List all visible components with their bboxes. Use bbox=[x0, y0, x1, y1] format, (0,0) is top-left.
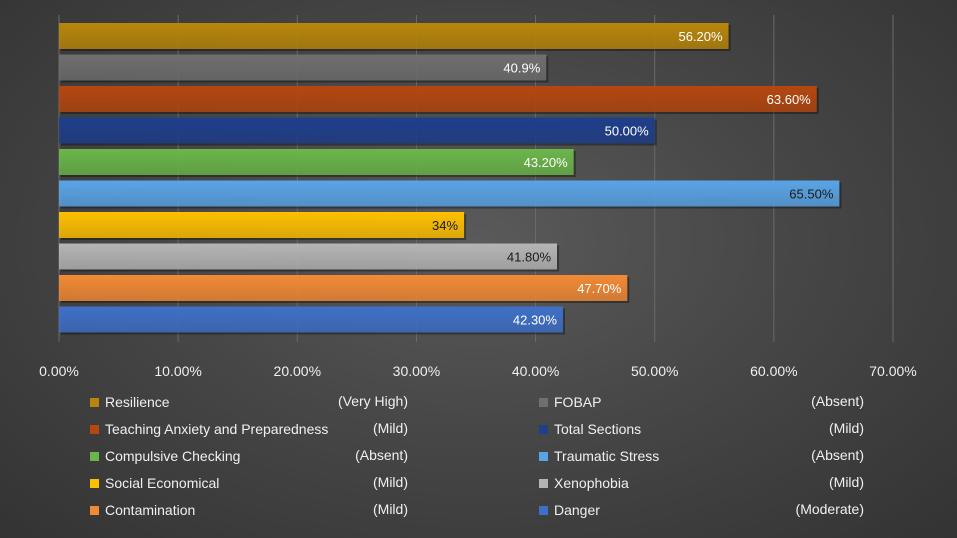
legend-level: (Mild) bbox=[829, 420, 864, 436]
x-tick-label: 30.00% bbox=[393, 363, 440, 379]
legend-item: Danger bbox=[539, 500, 600, 520]
bar-resilience bbox=[59, 23, 729, 49]
legend-item: Resilience bbox=[90, 392, 170, 412]
legend-item: Compulsive Checking bbox=[90, 446, 240, 466]
legend-swatch bbox=[539, 451, 548, 461]
legend-level: (Mild) bbox=[373, 474, 408, 490]
bar-fobap bbox=[59, 54, 547, 81]
legend-item: Xenophobia bbox=[539, 473, 629, 493]
data-label: 43.20% bbox=[524, 155, 569, 170]
bar-xenophobia bbox=[59, 243, 558, 270]
data-label: 47.70% bbox=[577, 281, 622, 296]
legend-level: (Absent) bbox=[811, 393, 864, 409]
legend-label: Total Sections bbox=[554, 421, 642, 437]
legend-item: FOBAP bbox=[539, 392, 601, 412]
bar-social-economical bbox=[59, 212, 465, 238]
data-label: 41.80% bbox=[507, 250, 552, 265]
x-tick-label: 50.00% bbox=[631, 363, 678, 379]
legend-item: Contamination bbox=[90, 500, 195, 520]
bar-danger bbox=[59, 306, 563, 333]
data-label: 63.60% bbox=[767, 92, 812, 107]
legend-swatch bbox=[539, 478, 548, 488]
legend-label: Danger bbox=[554, 502, 600, 518]
legend-item: Total Sections bbox=[539, 419, 641, 439]
legend-level: (Mild) bbox=[829, 474, 864, 490]
legend-swatch bbox=[90, 451, 99, 461]
data-label: 65.50% bbox=[789, 187, 834, 202]
legend-label: FOBAP bbox=[554, 394, 602, 410]
bar-total-sections bbox=[59, 117, 655, 144]
x-tick-label: 20.00% bbox=[274, 363, 321, 379]
legend-level: (Absent) bbox=[811, 447, 864, 463]
legend-item: Social Economical bbox=[90, 473, 219, 493]
legend-item: Traumatic Stress bbox=[539, 446, 659, 466]
data-label: 56.20% bbox=[678, 29, 723, 44]
legend-label: Traumatic Stress bbox=[554, 448, 660, 464]
legend-level: (Very High) bbox=[337, 393, 408, 409]
legend-label: Xenophobia bbox=[554, 475, 629, 491]
legend-swatch bbox=[90, 478, 99, 488]
legend-swatch bbox=[539, 397, 548, 407]
bar-contamination bbox=[59, 275, 628, 301]
x-tick-label: 70.00% bbox=[869, 363, 916, 379]
x-tick-label: 0.00% bbox=[39, 363, 79, 379]
legend-level: (Absent) bbox=[355, 447, 408, 463]
legend-level: (Mild) bbox=[373, 420, 408, 436]
data-label: 40.9% bbox=[503, 61, 540, 76]
legend-swatch bbox=[539, 505, 548, 515]
x-tick-label: 40.00% bbox=[512, 363, 559, 379]
data-label: 50.00% bbox=[605, 124, 650, 139]
data-label: 42.30% bbox=[513, 313, 558, 328]
bar-compulsive-checking bbox=[59, 149, 574, 175]
legend-item: Teaching Anxiety and Preparedness bbox=[90, 419, 328, 439]
legend-label: Compulsive Checking bbox=[105, 448, 241, 464]
data-label: 34% bbox=[432, 218, 458, 233]
legend-swatch bbox=[539, 424, 548, 434]
legend-swatch bbox=[90, 424, 99, 434]
legend-label: Resilience bbox=[105, 394, 170, 410]
bar-traumatic-stress bbox=[59, 180, 840, 207]
legend-label: Contamination bbox=[105, 502, 196, 518]
legend-swatch bbox=[90, 397, 99, 407]
legend-label: Social Economical bbox=[105, 475, 220, 491]
legend-swatch bbox=[90, 505, 99, 515]
legend-label: Teaching Anxiety and Preparedness bbox=[105, 421, 329, 437]
x-tick-label: 10.00% bbox=[154, 363, 201, 379]
x-tick-label: 60.00% bbox=[750, 363, 797, 379]
legend-level: (Mild) bbox=[373, 501, 408, 517]
bar-teaching-anxiety-and-preparedness bbox=[59, 86, 817, 112]
legend-level: (Moderate) bbox=[795, 501, 864, 517]
